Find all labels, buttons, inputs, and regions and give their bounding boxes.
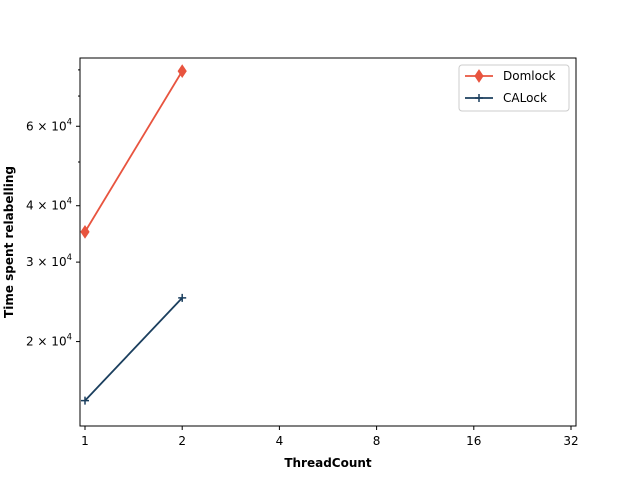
calock-data-point [178,293,187,302]
domlock-series-line [84,70,183,233]
calock-data-point [81,396,89,405]
x-tick-label: 16 [466,434,481,448]
legend-marker-calock [475,94,483,102]
y-tick-label: 3 × 104 [26,253,72,269]
x-tick-label: 8 [373,434,381,448]
y-tick-label: 2 × 104 [26,333,72,349]
domlock-data-point [80,224,90,239]
legend-marker-domlock [474,69,484,83]
x-tick-label: 1 [81,434,89,448]
x-tick-label: 4 [276,434,284,448]
legend-label-domlock: Domlock [503,69,556,83]
calock-series-line [84,297,183,402]
plot-area [80,58,576,426]
y-tick-label: 4 × 104 [26,197,72,213]
x-tick-label: 32 [563,434,578,448]
domlock-data-point [177,64,187,79]
y-axis-label: Time spent relabelling [2,166,16,318]
x-axis-label: ThreadCount [284,456,372,470]
x-tick-label: 2 [178,434,186,448]
y-tick-label: 6 × 104 [26,117,72,133]
plot-frame [79,57,577,427]
legend-label-calock: CALock [503,91,547,105]
legend: Domlock CALock [458,64,570,112]
